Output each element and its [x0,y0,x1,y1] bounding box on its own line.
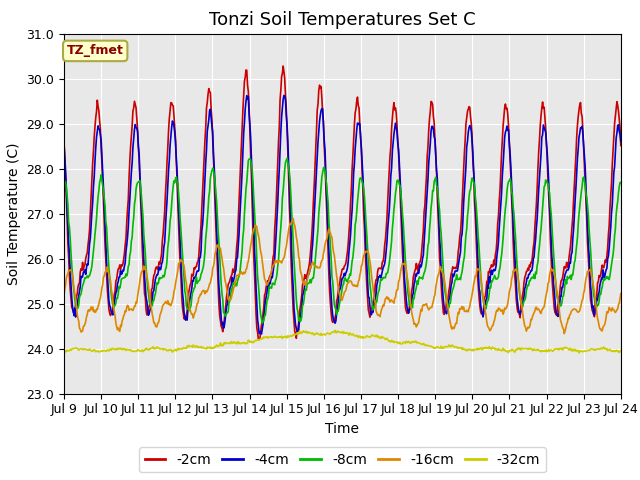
-2cm [127,133,135,139]
-32cm [60,349,68,355]
-8cm [412,288,419,293]
-8cm [428,198,436,204]
-4cm [60,142,68,148]
Y-axis label: Soil Temperature (C): Soil Temperature (C) [7,143,21,285]
-4cm [127,169,135,175]
-2cm [214,262,221,268]
-2cm [279,63,287,69]
-32cm [70,346,78,351]
-8cm [70,289,78,295]
-32cm [617,348,625,353]
-32cm [575,350,583,356]
-16cm [428,305,435,311]
-16cm [411,321,419,326]
-8cm [60,177,68,182]
-4cm [70,312,78,318]
-2cm [255,336,262,342]
Text: TZ_fmet: TZ_fmet [67,44,124,58]
-2cm [617,143,625,148]
-16cm [214,242,221,248]
-4cm [617,138,625,144]
-32cm [332,327,339,333]
X-axis label: Time: Time [325,422,360,436]
-8cm [184,306,192,312]
-8cm [127,238,135,244]
-4cm [184,307,192,312]
-8cm [283,156,291,161]
-8cm [259,320,266,326]
-16cm [617,291,625,297]
-16cm [561,331,568,336]
-2cm [70,310,78,316]
-16cm [70,287,78,292]
-4cm [214,243,221,249]
-32cm [127,348,135,354]
Line: -2cm: -2cm [64,66,621,339]
-4cm [258,331,266,337]
Line: -32cm: -32cm [64,330,621,353]
-2cm [428,99,436,105]
Line: -4cm: -4cm [64,96,621,334]
-16cm [127,306,135,312]
-4cm [412,271,419,277]
-16cm [184,293,192,299]
Legend: -2cm, -4cm, -8cm, -16cm, -32cm: -2cm, -4cm, -8cm, -16cm, -32cm [139,447,546,472]
-2cm [60,137,68,143]
-2cm [184,301,192,307]
-2cm [412,266,419,272]
-32cm [411,339,419,345]
Title: Tonzi Soil Temperatures Set C: Tonzi Soil Temperatures Set C [209,11,476,29]
-16cm [289,216,297,221]
-4cm [428,123,436,129]
-8cm [617,180,625,185]
-16cm [60,291,68,297]
-4cm [280,93,288,98]
-32cm [428,343,435,349]
-32cm [184,344,192,350]
-32cm [214,343,221,348]
Line: -8cm: -8cm [64,158,621,323]
-8cm [214,213,221,218]
Line: -16cm: -16cm [64,218,621,334]
